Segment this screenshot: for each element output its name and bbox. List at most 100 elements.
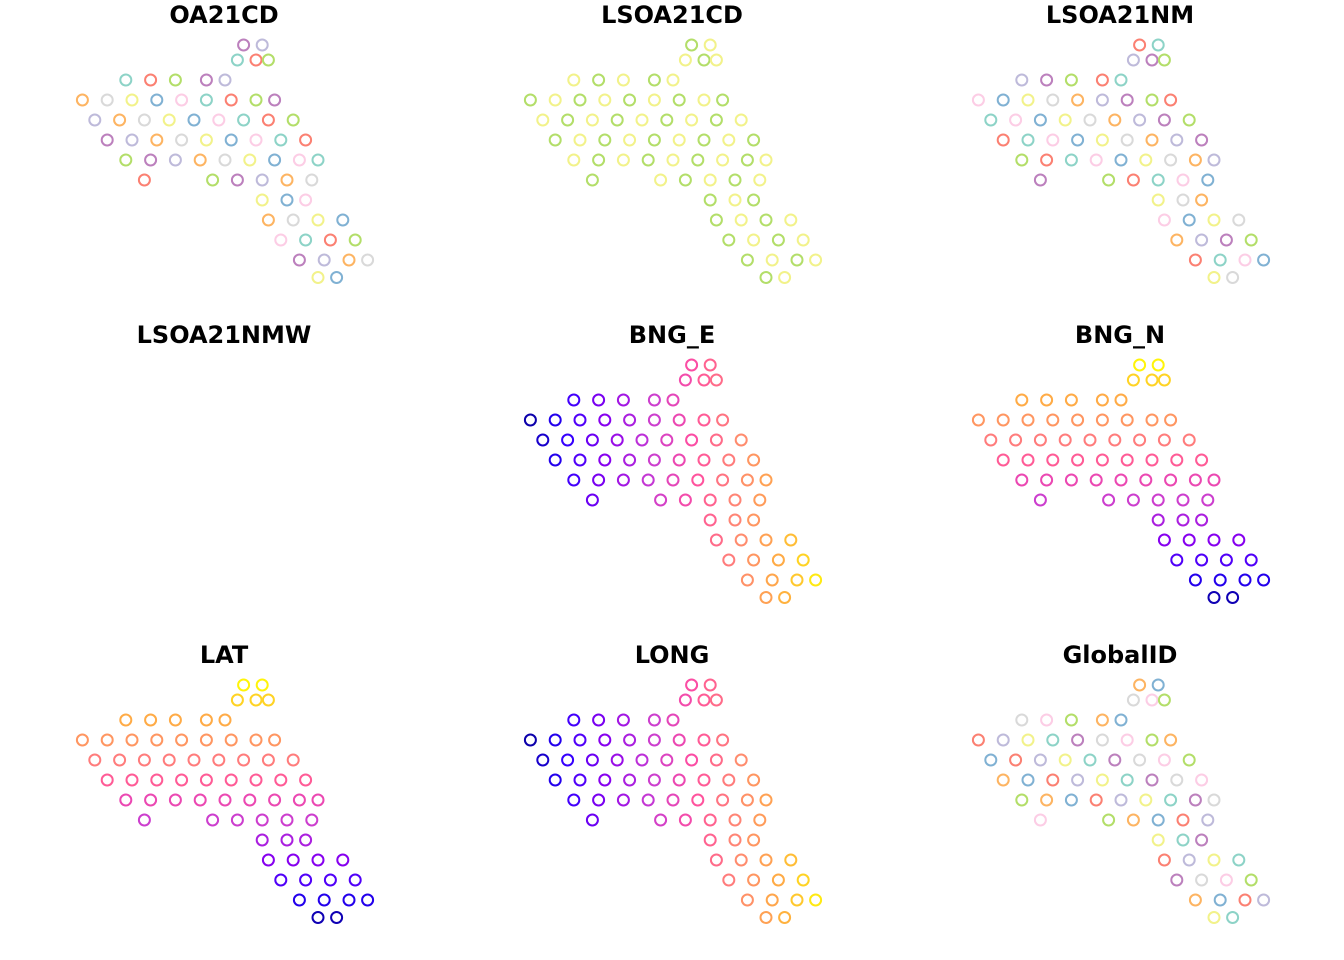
point	[292, 153, 306, 167]
point	[88, 753, 102, 767]
point	[784, 213, 798, 227]
point	[678, 53, 692, 67]
point	[641, 473, 655, 487]
point	[1164, 153, 1178, 167]
point	[523, 413, 537, 427]
point	[728, 193, 742, 207]
point	[1176, 493, 1190, 507]
panel-title: LSOA21NM	[1046, 1, 1194, 29]
panel-title: BNG_E	[629, 321, 715, 349]
point	[666, 73, 680, 87]
point	[567, 393, 581, 407]
point	[168, 73, 182, 87]
point	[1170, 873, 1184, 887]
point	[88, 113, 102, 127]
point	[1040, 713, 1054, 727]
point	[536, 433, 550, 447]
point	[1071, 773, 1085, 787]
point	[150, 733, 164, 747]
point	[697, 373, 711, 387]
point	[255, 173, 269, 187]
point	[249, 693, 263, 707]
point	[703, 358, 717, 372]
point	[311, 793, 325, 807]
point	[647, 773, 661, 787]
point	[1145, 373, 1159, 387]
point	[1157, 533, 1171, 547]
point	[224, 133, 238, 147]
point	[759, 911, 773, 924]
point	[1257, 253, 1271, 267]
point	[697, 53, 711, 67]
point	[685, 753, 699, 767]
point	[261, 753, 275, 767]
point	[996, 93, 1010, 107]
point	[1170, 453, 1184, 467]
point	[809, 253, 823, 267]
point	[616, 793, 630, 807]
point	[1195, 233, 1209, 247]
point	[1033, 493, 1047, 507]
point	[1182, 853, 1196, 867]
point	[311, 271, 325, 284]
point	[697, 693, 711, 707]
point	[1151, 833, 1165, 847]
point	[740, 473, 754, 487]
point	[1145, 133, 1159, 147]
point	[224, 733, 238, 747]
point	[716, 153, 730, 167]
point	[616, 713, 630, 727]
point	[1176, 193, 1190, 207]
point	[971, 93, 985, 107]
point	[243, 793, 257, 807]
point	[1145, 53, 1159, 67]
point	[734, 113, 748, 127]
point	[971, 413, 985, 427]
point	[616, 153, 630, 167]
point	[113, 753, 127, 767]
point	[1064, 793, 1078, 807]
point	[119, 713, 133, 727]
point	[187, 753, 201, 767]
point	[1095, 713, 1109, 727]
point	[747, 833, 761, 847]
point	[809, 893, 823, 907]
point	[1133, 433, 1147, 447]
point	[759, 213, 773, 227]
point	[348, 233, 362, 247]
point	[722, 233, 736, 247]
point	[125, 773, 139, 787]
point	[666, 473, 680, 487]
point	[1046, 733, 1060, 747]
point	[585, 493, 599, 507]
point	[137, 813, 151, 827]
point	[286, 113, 300, 127]
point	[1151, 173, 1165, 187]
point	[274, 773, 288, 787]
point	[1021, 453, 1035, 467]
point	[199, 93, 213, 107]
point	[759, 853, 773, 867]
point	[144, 793, 158, 807]
point	[1126, 373, 1140, 387]
point	[175, 93, 189, 107]
point	[261, 693, 275, 707]
point	[193, 793, 207, 807]
point	[1207, 793, 1221, 807]
point	[1207, 853, 1221, 867]
point	[1195, 453, 1209, 467]
point	[598, 413, 612, 427]
point	[1164, 473, 1178, 487]
point	[536, 753, 550, 767]
point	[548, 733, 562, 747]
point	[740, 573, 754, 587]
point	[1244, 553, 1258, 567]
point	[100, 93, 114, 107]
point	[573, 133, 587, 147]
point	[1182, 113, 1196, 127]
point	[709, 433, 723, 447]
point	[585, 173, 599, 187]
point	[224, 773, 238, 787]
point	[647, 413, 661, 427]
point	[585, 753, 599, 767]
